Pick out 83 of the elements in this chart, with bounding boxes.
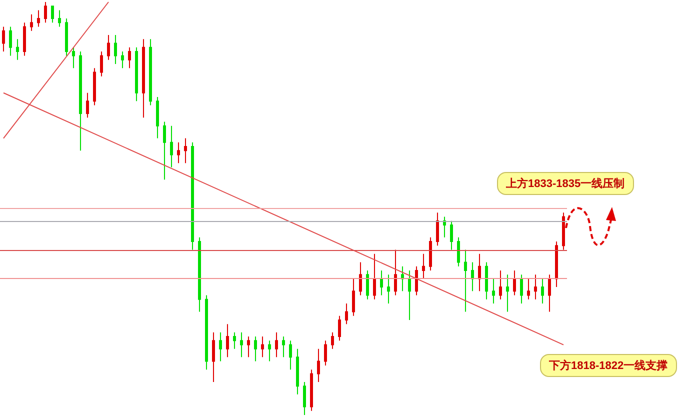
candlestick bbox=[86, 92, 89, 118]
candlestick bbox=[534, 274, 537, 300]
candlestick bbox=[37, 10, 40, 28]
candlestick bbox=[100, 51, 103, 77]
candlestick bbox=[373, 253, 376, 300]
candlestick bbox=[492, 278, 495, 304]
candlestick bbox=[79, 51, 82, 152]
candlestick bbox=[275, 332, 278, 358]
candlestick bbox=[51, 6, 54, 24]
candlestick bbox=[128, 46, 131, 69]
candlestick bbox=[184, 138, 187, 164]
candlestick bbox=[436, 212, 439, 246]
candlestick bbox=[520, 274, 523, 304]
candlestick bbox=[289, 340, 292, 370]
candlestick bbox=[212, 332, 215, 382]
candlestick bbox=[9, 26, 12, 56]
candlestick bbox=[254, 336, 257, 362]
candlestick bbox=[44, 2, 47, 24]
candlestick bbox=[415, 266, 418, 296]
candlestick bbox=[177, 142, 180, 164]
candlestick bbox=[219, 332, 222, 362]
candlestick bbox=[338, 315, 341, 342]
candlestick bbox=[345, 302, 348, 325]
candlestick bbox=[149, 38, 152, 106]
candlestick bbox=[478, 253, 481, 292]
candlestick bbox=[198, 236, 201, 312]
candlestick bbox=[261, 336, 264, 358]
candlestick bbox=[506, 274, 509, 312]
candlestick bbox=[107, 34, 110, 60]
candlestick bbox=[156, 96, 159, 139]
candlestick bbox=[114, 34, 117, 64]
candlestick bbox=[471, 262, 474, 292]
candlestick bbox=[408, 270, 411, 321]
candlestick bbox=[401, 266, 404, 292]
candlestick bbox=[121, 51, 124, 69]
candlestick bbox=[296, 348, 299, 395]
candlestick bbox=[331, 332, 334, 350]
candlestick bbox=[16, 38, 19, 60]
candlestick bbox=[324, 340, 327, 366]
candlestick bbox=[170, 125, 173, 168]
candlestick bbox=[562, 212, 565, 250]
candlestick bbox=[282, 336, 285, 358]
candlestick bbox=[457, 236, 460, 267]
candlestick bbox=[513, 270, 516, 296]
candlestick bbox=[317, 348, 320, 382]
candlestick bbox=[429, 236, 432, 271]
annotation: 上方1833-1835一线压制 bbox=[497, 172, 634, 195]
candlestick bbox=[30, 14, 33, 32]
candlestick bbox=[450, 220, 453, 250]
candlestick bbox=[142, 38, 145, 118]
candlestick bbox=[226, 324, 229, 358]
candlestick bbox=[485, 262, 488, 300]
candlestick bbox=[359, 262, 362, 296]
candlestick bbox=[233, 332, 236, 350]
candlestick bbox=[58, 10, 61, 28]
candlestick bbox=[135, 46, 138, 102]
candlestick bbox=[555, 241, 558, 288]
candlestick bbox=[240, 332, 243, 358]
candlestick bbox=[268, 340, 271, 362]
candlestick bbox=[443, 216, 446, 238]
candlestick bbox=[23, 22, 26, 56]
candlestick bbox=[205, 294, 208, 370]
candlestick bbox=[93, 68, 96, 106]
candlestick bbox=[394, 249, 397, 296]
candlestick bbox=[527, 278, 530, 300]
candlestick bbox=[65, 18, 68, 56]
candlestick bbox=[541, 278, 544, 304]
candlestick bbox=[163, 121, 166, 180]
annotation: 下方1818-1822一线支撑 bbox=[540, 354, 677, 377]
candlestick bbox=[548, 274, 551, 312]
candlestick bbox=[380, 270, 383, 296]
candlestick bbox=[191, 142, 194, 250]
candlestick bbox=[303, 381, 306, 416]
candlestick bbox=[499, 270, 502, 300]
candlestick bbox=[464, 249, 467, 312]
candlestick bbox=[366, 270, 369, 300]
candlestick bbox=[72, 46, 75, 69]
candlestick bbox=[2, 26, 5, 52]
candlestick bbox=[310, 369, 313, 412]
candlestick bbox=[247, 336, 250, 358]
candlestick bbox=[352, 278, 355, 316]
candlestick bbox=[422, 253, 425, 280]
candlestick bbox=[387, 274, 390, 304]
